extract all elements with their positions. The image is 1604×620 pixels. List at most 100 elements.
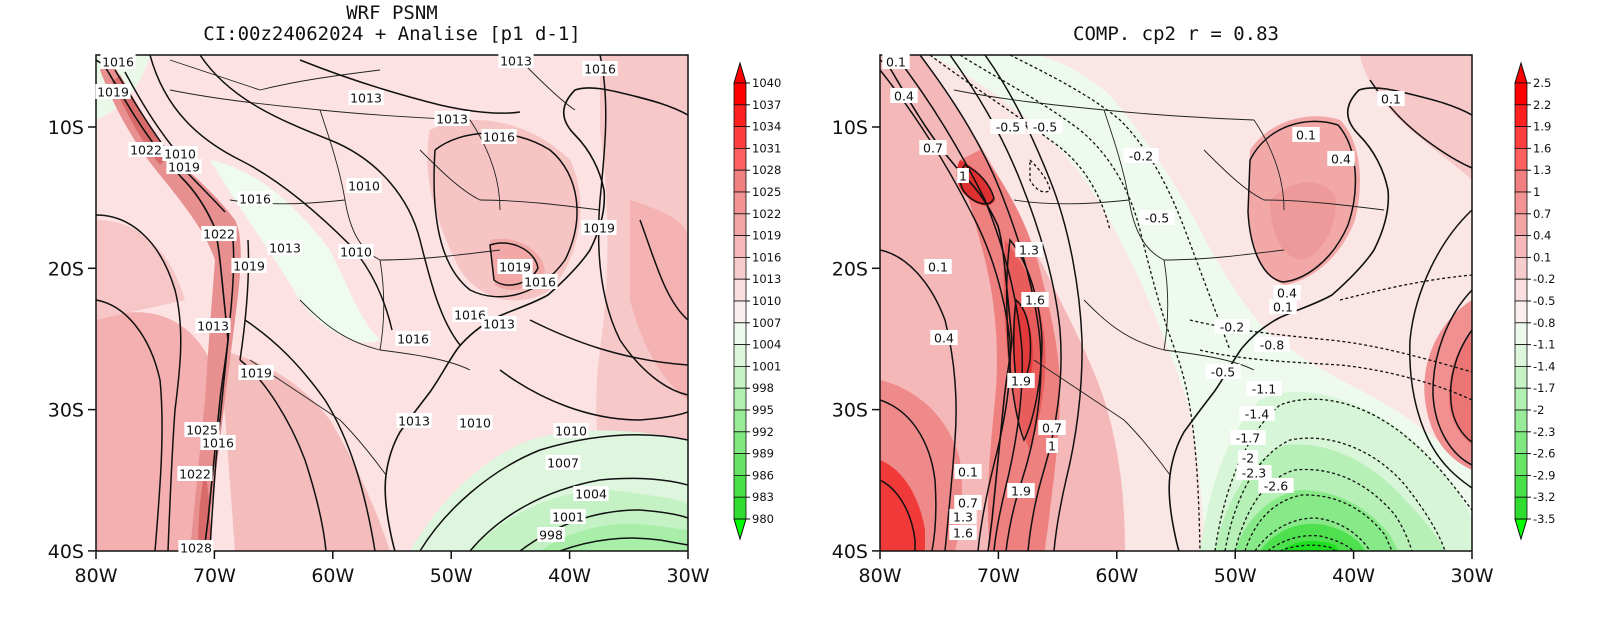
right-contour-label: -0.5 — [1211, 365, 1235, 380]
right-contour-label-box — [919, 140, 947, 155]
left-colorbar-segment — [733, 126, 747, 149]
right-contour-label-box — [1007, 483, 1035, 498]
left-colorbar-label: 1007 — [752, 316, 781, 330]
right-colorbar-label: -1.1 — [1533, 338, 1555, 352]
right-contour-label-box — [954, 495, 982, 510]
left-colorbar-segment — [733, 278, 747, 302]
right-colorbar-segment — [1514, 300, 1528, 324]
right-contour-label-box — [1258, 478, 1294, 493]
left-y-tick-label: 40S — [48, 541, 84, 563]
left-contour-label: 1016 — [397, 332, 429, 347]
left-map-frame — [95, 54, 689, 552]
left-y-tick-label: 10S — [48, 117, 84, 139]
left-contour-label: 1019 — [168, 160, 200, 175]
left-contour-label-box — [200, 435, 236, 450]
left-contour-label: 1019 — [97, 85, 129, 100]
right-contour-label: 1.9 — [1011, 374, 1031, 389]
right-colorbar-segment — [1514, 126, 1528, 149]
left-contour-label-box — [128, 142, 164, 157]
left-map-title-line1: WRF PSNM — [346, 2, 438, 24]
left-colorbar-label: 992 — [752, 425, 774, 439]
right-colorbar-segment — [1514, 169, 1528, 193]
left-colorbar-label: 1001 — [752, 359, 781, 373]
left-contour-label-box — [553, 423, 589, 438]
right-contour-label: 1.3 — [1019, 243, 1039, 258]
left-contour-label: 1022 — [179, 467, 211, 482]
right-contour-label-box — [1273, 285, 1301, 300]
right-colorbar-bottom-arrow — [1514, 518, 1528, 541]
right-x-tick-label: 40W — [1332, 565, 1375, 587]
right-contour-label: -1.7 — [1236, 431, 1260, 446]
left-contour-label: 1019 — [583, 221, 615, 236]
left-colorbar-segment — [733, 344, 747, 367]
left-coastline-atlantic — [384, 87, 688, 551]
right-x-tick-label: 70W — [977, 565, 1020, 587]
right-contour-label-box — [1139, 210, 1175, 225]
left-contour-label: 1019 — [240, 366, 272, 381]
right-contour-label-box — [949, 509, 977, 524]
left-contour-label: 1007 — [547, 456, 579, 471]
right-contour-label-box — [1269, 299, 1297, 314]
left-contour-label: 1016 — [454, 308, 486, 323]
left-colorbar-segment — [733, 300, 747, 324]
right-contour-label-box — [1327, 151, 1355, 166]
left-contour-label-box — [396, 413, 432, 428]
right-contour-label: -2.3 — [1242, 466, 1266, 481]
left-colorbar-label: 1019 — [752, 229, 781, 243]
left-axis-ticks: 80W 70W 60W 50W 40W 30W 10S 20S 30S 40S — [48, 117, 710, 587]
right-contour-label: 0.7 — [923, 141, 943, 156]
left-contour-label: 1013 — [197, 319, 229, 334]
left-contour-label-box — [201, 226, 237, 241]
right-colorbar-label: -3.2 — [1533, 490, 1555, 504]
right-contour-label: 0.4 — [1331, 152, 1351, 167]
right-contour-label: 0.1 — [958, 465, 978, 480]
right-colorbar-segment — [1514, 474, 1528, 498]
left-colorbar-label: 1028 — [752, 163, 781, 177]
right-contour-label: 0.1 — [886, 55, 906, 70]
right-colorbar-label: -2.9 — [1533, 468, 1555, 482]
left-contour-label: 998 — [539, 528, 563, 543]
left-contour-label-box — [498, 53, 534, 68]
right-contour-label-box — [1021, 292, 1049, 307]
left-colorbar-label: 1031 — [752, 141, 781, 155]
right-contour-label: 0.1 — [1296, 128, 1316, 143]
left-colorbar: 1040 1037 1034 1031 1028 1025 1022 1019 1016 1013… — [733, 61, 781, 541]
left-colorbar-segment — [733, 104, 747, 128]
right-contour-label: 1.9 — [1011, 484, 1031, 499]
left-colorbar-segment — [733, 365, 747, 389]
left-contour-label-box — [545, 455, 581, 470]
right-contour-label-box — [1046, 438, 1058, 453]
left-contour-label-box — [338, 244, 374, 259]
left-contour-label-box — [434, 111, 470, 126]
left-contour-label-box — [481, 316, 517, 331]
left-contour-label-box — [100, 54, 136, 69]
right-contour-labels: 0.10.40.71-0.5 -0.5-0.20.10.10.4-0.51.30.… — [882, 54, 1405, 541]
left-contour-label: 1016 — [584, 62, 616, 77]
right-contour-label: -0.5 — [1033, 120, 1057, 135]
left-x-tick-label: 40W — [548, 565, 591, 587]
left-contour-label-box — [177, 466, 213, 481]
left-colorbar-segment — [733, 496, 747, 520]
left-contour-label: 1010 — [164, 147, 196, 162]
left-colorbar-label: 1016 — [752, 250, 781, 264]
right-contour-label-box — [1123, 148, 1159, 163]
left-colorbar-label: 983 — [752, 490, 774, 504]
right-colorbar-segment — [1514, 322, 1528, 345]
left-colorbar-segment — [733, 82, 747, 106]
right-y-tick-label: 40S — [832, 541, 868, 563]
left-colorbar-segment — [733, 431, 747, 454]
left-contour-label: 1016 — [239, 192, 271, 207]
right-colorbar-label: 0.1 — [1533, 250, 1551, 264]
right-contour-label-box — [1205, 364, 1241, 379]
right-colorbar-label: -0.2 — [1533, 272, 1555, 286]
left-colorbar-label: 1013 — [752, 272, 781, 286]
right-colorbar-label: 2.5 — [1533, 76, 1551, 90]
left-y-tick-label: 20S — [48, 258, 84, 280]
right-contour-label: 1 — [1048, 439, 1056, 454]
left-x-tick-label: 50W — [430, 565, 473, 587]
left-colorbar-segment — [733, 474, 747, 498]
right-y-tick-label: 10S — [832, 117, 868, 139]
left-contour-label: 1025 — [186, 423, 218, 438]
left-contour-label: 1010 — [555, 424, 587, 439]
right-contour-label-box — [1027, 119, 1063, 134]
